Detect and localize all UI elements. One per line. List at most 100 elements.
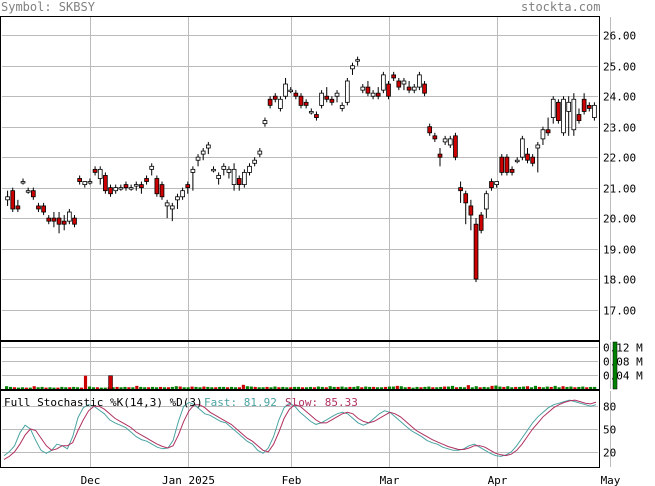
volume-bar <box>522 386 526 389</box>
candle-body <box>514 159 520 163</box>
volume-bar <box>589 386 593 389</box>
price-tick-label: 17.00 <box>603 305 636 318</box>
price-tick-label: 25.00 <box>603 61 636 74</box>
candle-body <box>365 86 371 94</box>
volume-bar <box>498 386 502 389</box>
volume-bar <box>525 386 530 389</box>
candle-body <box>561 98 566 134</box>
candle-body <box>334 92 340 97</box>
volume-bar <box>289 387 293 389</box>
volume-bar <box>269 387 273 389</box>
candle-body <box>211 168 216 172</box>
volume-bar <box>253 386 257 389</box>
candle-body <box>200 150 206 155</box>
candle-body <box>566 101 572 112</box>
volume-bar <box>186 387 190 389</box>
volume-bar <box>557 387 561 389</box>
candle-body <box>159 184 165 198</box>
volume-bar <box>293 386 297 389</box>
volume-bar <box>285 387 289 389</box>
candle-body <box>344 80 350 103</box>
volume-bar <box>427 386 431 389</box>
volume-bar <box>222 386 226 389</box>
candle-body <box>154 178 160 195</box>
volume-bar <box>87 386 92 389</box>
candle-body <box>504 156 510 173</box>
candle-body <box>329 98 335 103</box>
volume-bar <box>336 386 340 389</box>
volume-bar <box>119 387 123 389</box>
volume-bar <box>324 387 328 389</box>
candle-body <box>530 156 535 164</box>
volume-bar <box>44 387 48 389</box>
volume-bar <box>32 386 36 389</box>
candle-body <box>288 89 294 93</box>
volume-bar <box>423 386 427 389</box>
candle-body <box>15 205 21 210</box>
volume-bar <box>158 386 163 389</box>
candle-body <box>180 190 185 198</box>
volume-bar <box>577 386 581 389</box>
candle-body <box>556 101 561 122</box>
volume-bar <box>549 386 553 389</box>
price-tick-label: 23.00 <box>603 122 636 135</box>
volume-bar <box>482 386 486 389</box>
volume-bar <box>399 386 403 389</box>
price-tick-label: 26.00 <box>603 30 636 43</box>
volume-bar <box>320 386 324 389</box>
candle-body <box>499 156 505 173</box>
stochastic-tick-label: 20 <box>603 447 616 460</box>
volume-bar <box>328 386 332 389</box>
price-tick-label: 20.00 <box>603 213 636 226</box>
candle-body <box>144 178 149 182</box>
candle-body <box>453 135 458 158</box>
volume-bar <box>143 387 147 389</box>
candle-body <box>252 159 258 164</box>
candle-body <box>267 98 273 106</box>
candle-body <box>355 59 360 62</box>
volume-tick-label: 0.04 M <box>603 370 643 383</box>
candle-body <box>375 92 381 97</box>
candle-body <box>370 92 376 97</box>
candle-body <box>113 187 119 192</box>
candle-body <box>97 168 103 179</box>
candle-body <box>108 187 113 195</box>
candle-body <box>262 120 268 125</box>
volume-bar <box>372 386 376 389</box>
volume-bar <box>553 385 557 389</box>
volume-bar <box>518 386 522 389</box>
candle-body <box>489 181 494 189</box>
candle-body <box>391 74 396 79</box>
candle-body <box>458 187 463 192</box>
volume-bar <box>569 386 573 389</box>
volume-bar <box>415 386 419 389</box>
x-tick-label: Mar <box>380 474 400 486</box>
volume-bar <box>281 386 285 389</box>
candle-body <box>520 138 525 158</box>
volume-bar <box>387 386 391 389</box>
candle-body <box>185 184 191 189</box>
candle-body <box>139 184 144 189</box>
candle-body <box>195 156 201 161</box>
volume-bar <box>273 386 277 389</box>
candle-body <box>386 83 391 97</box>
brand-label[interactable]: stockta.com <box>521 0 601 14</box>
volume-bar <box>478 387 482 389</box>
volume-bar <box>151 386 155 389</box>
volume-bar <box>60 386 64 389</box>
candle-body <box>592 104 597 118</box>
volume-bar <box>411 387 415 389</box>
volume-bar <box>537 386 541 389</box>
candle-body <box>411 86 417 91</box>
candle-body <box>437 153 443 158</box>
candle-body <box>525 153 530 161</box>
candle-body <box>381 74 386 91</box>
candle-body <box>494 181 499 185</box>
volume-bar <box>304 387 309 389</box>
candle-body <box>30 190 36 198</box>
volume-bar <box>229 386 234 389</box>
volume-bar <box>135 385 139 389</box>
candle-body <box>576 114 582 122</box>
candle-body <box>56 217 62 225</box>
volume-bar <box>494 385 498 389</box>
